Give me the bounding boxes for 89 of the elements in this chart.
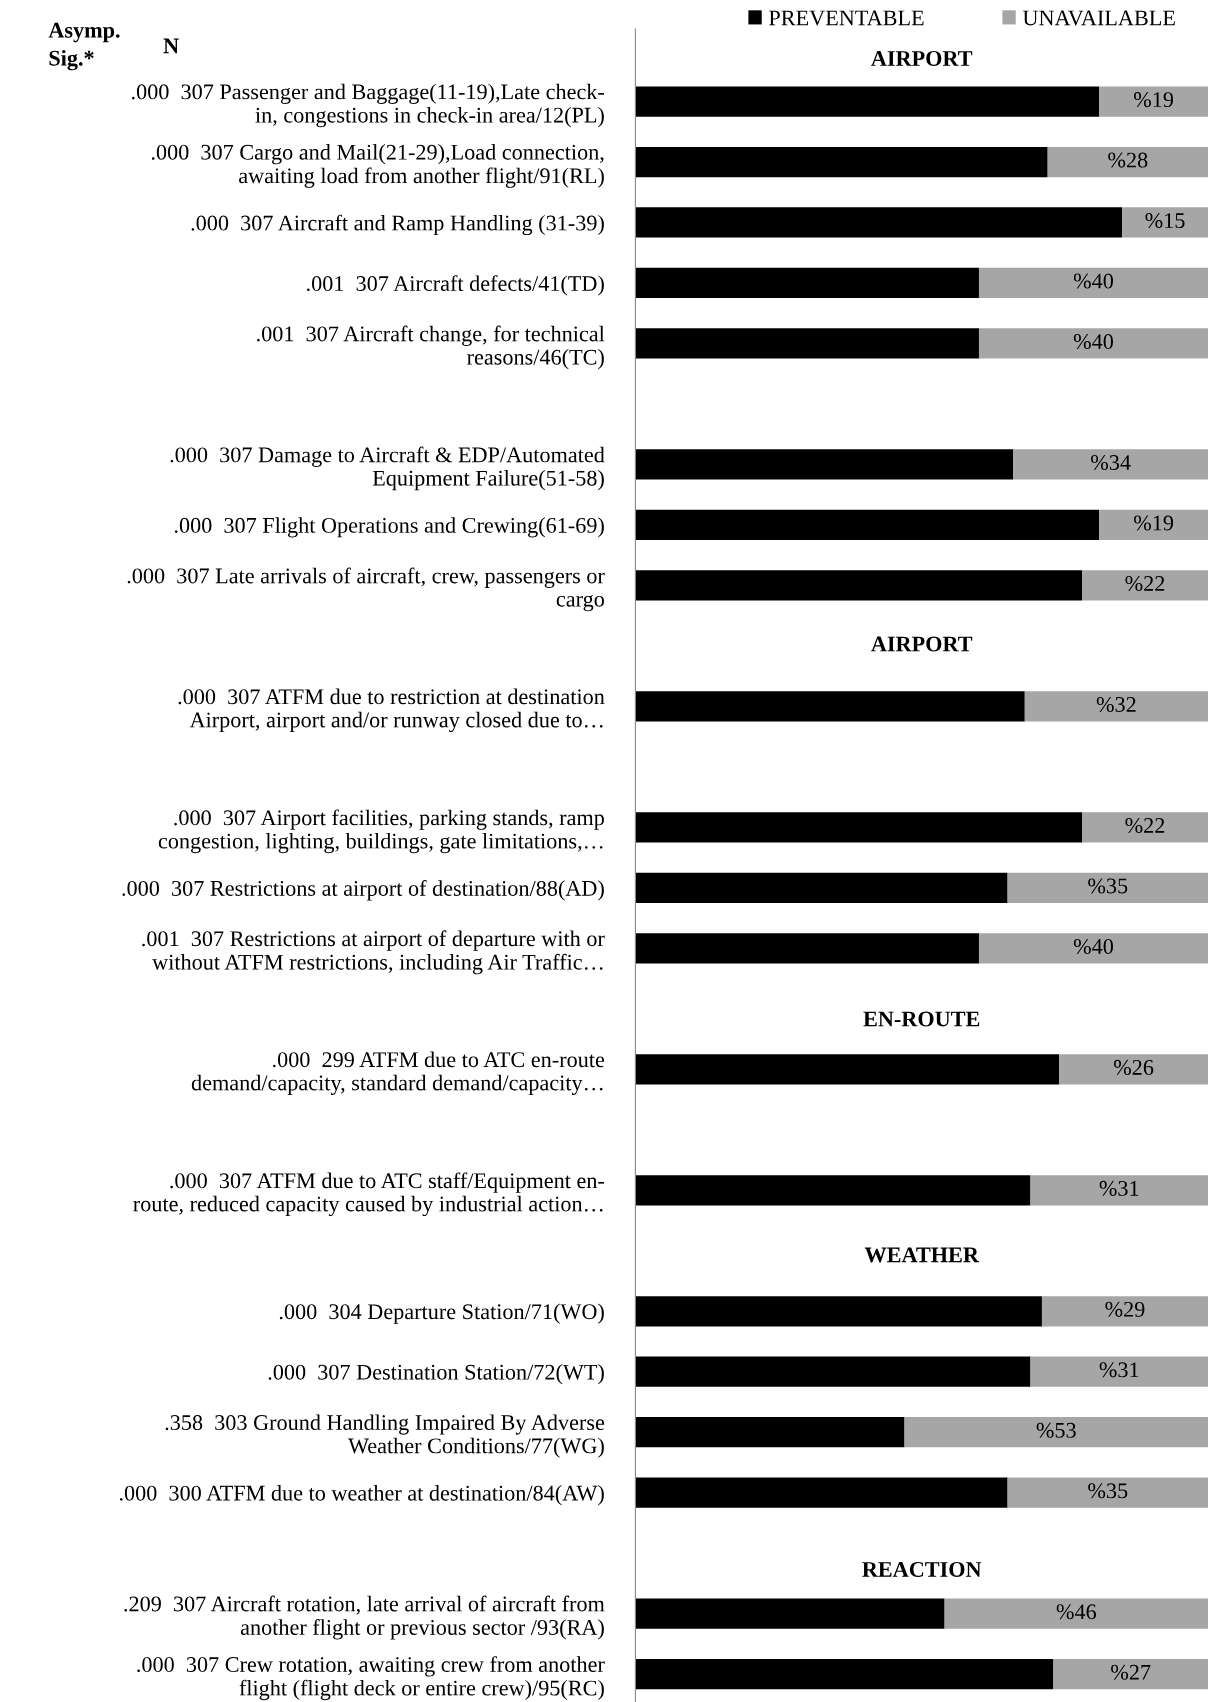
annotation: AIRPORT <box>871 51 973 66</box>
bar <box>1053 1659 1208 1690</box>
data-label: %22 <box>1125 817 1165 833</box>
y-tick-label: .000 307 Restrictions at airport of destination/88(AD) <box>122 880 604 901</box>
bar <box>635 1598 945 1629</box>
y-tick-label: .000 307 Airport facilities, parking stands, ramp congestion, lighting, buildings, gate limitations,… <box>158 809 604 854</box>
bar <box>978 267 1208 299</box>
bar <box>635 691 1025 722</box>
bar <box>635 1296 1042 1327</box>
y-tick-label: .001 307 Aircraft defects/41(TD) <box>307 275 604 296</box>
text: Asymp. Sig.* <box>48 22 120 71</box>
y-tick-label: .000 307 ATFM due to ATC staff/Equipment en- route, reduced capacity caused by industrial action… <box>133 1172 605 1217</box>
bar <box>1099 509 1208 541</box>
bar <box>635 570 1083 601</box>
bar <box>1030 1175 1208 1206</box>
y-tick-label: .000 307 Passenger and Baggage(11-19),Late check- in, congestions in check-in area/12(PL) <box>132 83 605 128</box>
data-label: %19 <box>1134 92 1174 108</box>
y-tick-label: .000 300 ATFM due to weather at destination/84(AW) <box>119 1485 604 1506</box>
bar <box>1122 207 1208 238</box>
y-tick-label: .209 307 Aircraft rotation, late arrival of aircraft from another flight or previous sector /93(RA) <box>124 1595 605 1640</box>
bar <box>1030 1356 1208 1387</box>
bar <box>1047 146 1208 178</box>
bar <box>635 933 979 964</box>
bar <box>635 1477 1008 1508</box>
bar <box>1007 872 1208 903</box>
annotation: EN-ROUTE <box>863 1011 980 1027</box>
data-label: %27 <box>1111 1664 1151 1680</box>
y-tick-label: .000 307 Flight Operations and Crewing(61-69) <box>174 517 604 538</box>
data-label: %15 <box>1145 213 1185 229</box>
annotation: WEATHER <box>864 1247 980 1263</box>
data-label: %35 <box>1088 1483 1128 1499</box>
bar <box>635 267 979 299</box>
bar <box>1082 570 1208 601</box>
bar <box>1007 1477 1208 1508</box>
bar <box>635 1175 1031 1206</box>
bar <box>978 933 1208 964</box>
data-label: %40 <box>1073 938 1113 954</box>
bar <box>635 509 1100 541</box>
y-tick-label: .000 307 ATFM due to restriction at destination Airport, airport and/or runway closed due to… <box>178 688 605 733</box>
bar <box>635 449 1014 480</box>
bar <box>635 146 1048 178</box>
y-tick-label: .001 307 Aircraft change, for technical reasons/46(TC) <box>257 325 605 370</box>
bar <box>1041 1296 1208 1327</box>
bar <box>635 872 1008 903</box>
annotation: REACTION <box>862 1561 982 1577</box>
bar <box>635 1356 1031 1387</box>
y-tick-label: .358 303 Ground Handling Impaired By Adverse Weather Conditions/77(WG) <box>165 1414 605 1458</box>
y-tick-label: .000 307 Destination Station/72(WT) <box>268 1364 604 1385</box>
bar <box>1059 1054 1208 1085</box>
data-label: %53 <box>1036 1422 1076 1438</box>
bar <box>635 1659 1054 1690</box>
data-label: %19 <box>1134 515 1174 531</box>
bar <box>635 812 1083 843</box>
data-label: %32 <box>1096 696 1136 713</box>
annotation: AIRPORT <box>871 636 973 652</box>
data-label: %34 <box>1091 455 1131 471</box>
y-tick-label: .000 299 ATFM due to ATC en-route demand/capacity, standard demand/capacity… <box>191 1051 605 1095</box>
y-tick-label: .000 307 Damage to Aircraft & EDP/Automated Equipment Failure(51-58) <box>170 446 605 491</box>
data-label: %29 <box>1105 1301 1145 1317</box>
y-tick-label: .000 307 Late arrivals of aircraft, crew, passengers or cargo <box>127 567 605 612</box>
data-label: %31 <box>1099 1362 1139 1378</box>
data-label: %35 <box>1088 878 1128 894</box>
bar <box>635 207 1123 238</box>
bar <box>1013 449 1208 480</box>
bar <box>635 1417 905 1448</box>
bar <box>635 1054 1060 1085</box>
legend-label: UNAVAILABLE <box>1022 10 1175 26</box>
data-label: %26 <box>1113 1059 1154 1075</box>
y-tick-label: .000 304 Departure Station/71(WO) <box>279 1303 604 1324</box>
y-tick-label: .000 307 Cargo and Mail(21-29),Load connection, awaiting load from another flight/91(RL) <box>151 144 604 188</box>
y-tick-label: .000 307 Aircraft and Ramp Handling (31-39) <box>191 214 604 236</box>
bar <box>1024 691 1208 722</box>
y-tick-label: .000 307 Crew rotation, awaiting crew from another flight (flight deck or entire crew)/95(RC) <box>137 1656 605 1701</box>
data-label: %40 <box>1073 273 1113 289</box>
text: N <box>163 38 179 54</box>
legend-label: PREVENTABLE <box>769 10 924 26</box>
data-label: %31 <box>1099 1180 1139 1196</box>
bar <box>944 1598 1208 1629</box>
bar <box>635 86 1100 117</box>
y-tick-label: .001 307 Restrictions at airport of departure with or without ATFM restrictions, including Air Traffic… <box>142 930 605 975</box>
data-label: %22 <box>1125 575 1165 592</box>
bar <box>978 328 1208 359</box>
bar <box>904 1417 1208 1448</box>
data-label: %40 <box>1073 334 1113 350</box>
data-label: %28 <box>1108 152 1148 168</box>
bar <box>635 328 979 359</box>
bar <box>1082 812 1208 843</box>
data-label: %46 <box>1056 1604 1097 1620</box>
bar <box>1099 86 1208 117</box>
